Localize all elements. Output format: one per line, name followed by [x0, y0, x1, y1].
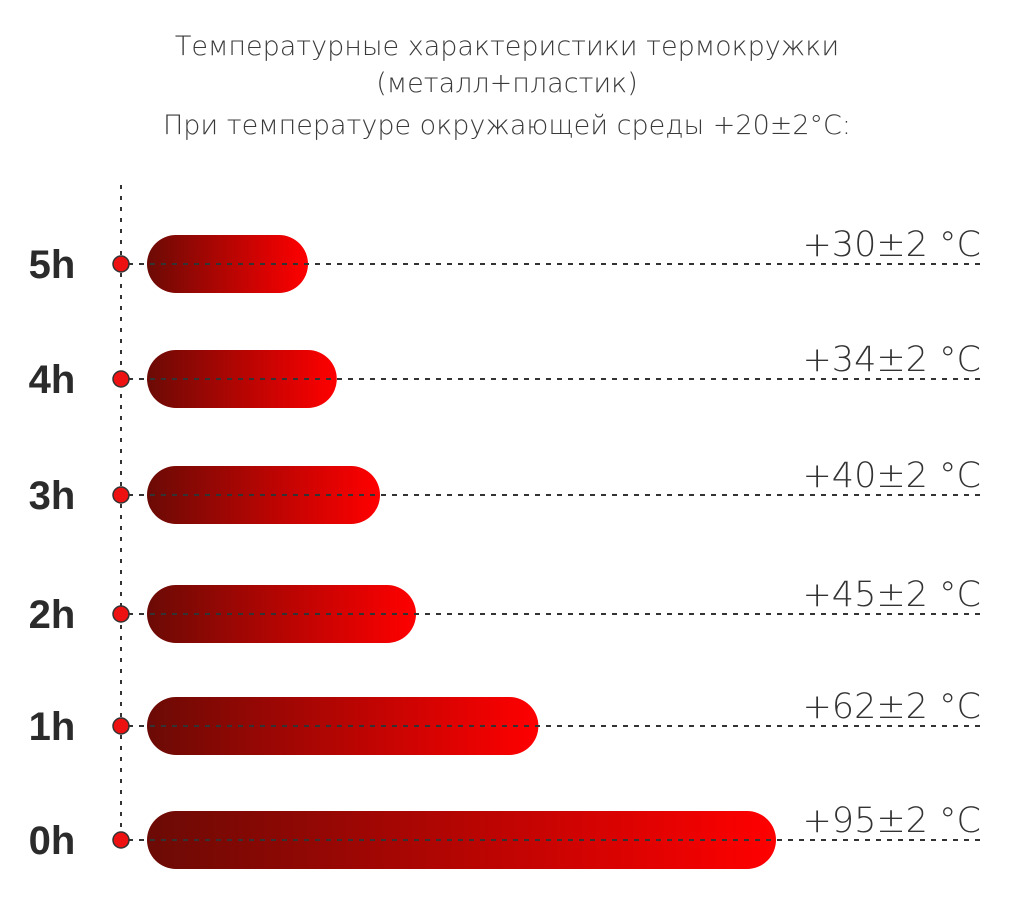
marker-2h [112, 605, 130, 623]
category-label-5h: 5h [29, 243, 76, 287]
value-label-5h: +30±2 °C [802, 225, 981, 265]
marker-3h [112, 486, 130, 504]
value-label-2h: +45±2 °C [802, 575, 981, 615]
chart-title-line-1: Температурные характеристики термокружки [175, 31, 839, 62]
category-label-2h: 2h [29, 593, 76, 637]
value-label-3h: +40±2 °C [802, 456, 981, 496]
category-label-3h: 3h [29, 474, 76, 518]
value-label-1h: +62±2 °C [802, 687, 981, 727]
chart-title-line-3: При температуре окружающей среды +20±2°С… [163, 110, 851, 141]
category-label-4h: 4h [29, 358, 76, 402]
value-label-0h: +95±2 °C [802, 801, 981, 841]
marker-5h [112, 255, 130, 273]
chart-title-line-2: (металл+пластик) [376, 68, 637, 99]
marker-4h [112, 370, 130, 388]
bar-1h [147, 697, 539, 755]
marker-0h [112, 831, 130, 849]
category-label-0h: 0h [29, 819, 76, 863]
marker-1h [112, 717, 130, 735]
value-label-4h: +34±2 °C [802, 340, 981, 380]
bar-2h [147, 585, 416, 643]
category-label-1h: 1h [29, 705, 76, 749]
